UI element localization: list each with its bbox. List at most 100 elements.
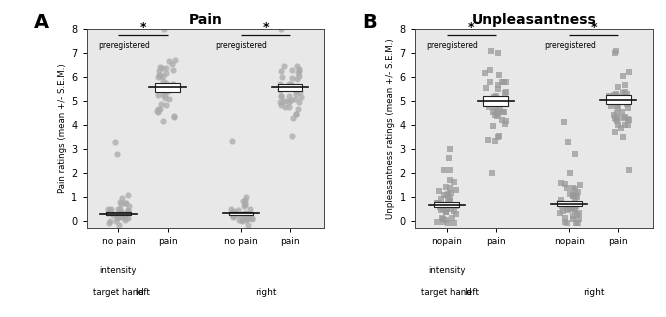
Point xyxy=(492,134,503,139)
Point xyxy=(294,90,305,95)
Point xyxy=(447,216,458,221)
Point xyxy=(244,212,254,217)
Text: *: * xyxy=(468,21,474,34)
Point xyxy=(563,207,573,212)
Point xyxy=(230,210,241,216)
Point xyxy=(482,138,493,143)
Point xyxy=(563,202,573,207)
Point xyxy=(567,217,578,222)
Point xyxy=(497,117,507,122)
Point xyxy=(611,91,621,96)
Point xyxy=(445,146,456,152)
Text: A: A xyxy=(34,13,49,32)
Point xyxy=(276,68,286,74)
Point xyxy=(438,168,449,173)
Point xyxy=(498,80,509,85)
Point xyxy=(494,100,505,105)
Point xyxy=(105,207,115,212)
Point xyxy=(116,211,127,216)
Point xyxy=(244,212,255,217)
Point xyxy=(445,168,456,173)
Point xyxy=(155,106,165,111)
Point xyxy=(438,192,449,197)
Point xyxy=(611,49,622,54)
Point xyxy=(153,93,163,98)
Point xyxy=(228,215,238,220)
Point xyxy=(611,118,622,123)
Point xyxy=(240,203,250,208)
Point xyxy=(442,191,453,196)
Point xyxy=(243,212,254,217)
Text: target hand: target hand xyxy=(93,288,144,297)
Point xyxy=(569,186,580,191)
Point xyxy=(568,192,579,197)
Bar xyxy=(106,212,131,216)
Point xyxy=(490,106,501,111)
Point xyxy=(158,118,168,123)
Point xyxy=(438,217,448,222)
Text: intensity: intensity xyxy=(428,266,466,275)
Bar xyxy=(278,84,302,91)
Point xyxy=(613,105,623,110)
Point xyxy=(438,219,448,224)
Point xyxy=(612,94,623,99)
Point xyxy=(168,114,179,119)
Point xyxy=(293,70,304,75)
Text: right: right xyxy=(255,288,276,297)
Point xyxy=(237,219,248,224)
Point xyxy=(561,186,572,191)
Point xyxy=(493,82,503,87)
Point xyxy=(449,209,460,214)
Point xyxy=(276,93,286,98)
Point xyxy=(444,156,454,161)
Point xyxy=(153,110,163,115)
Point xyxy=(495,106,505,111)
Point xyxy=(226,139,237,144)
Point xyxy=(617,90,628,95)
Point xyxy=(153,74,163,79)
Point xyxy=(275,87,286,92)
Point xyxy=(438,207,449,212)
Point xyxy=(490,113,500,118)
Point xyxy=(104,219,115,224)
Bar xyxy=(484,96,508,106)
Point xyxy=(243,216,254,221)
Text: preregistered: preregistered xyxy=(98,41,150,50)
Point xyxy=(609,112,619,117)
Point xyxy=(444,198,455,203)
Text: right: right xyxy=(583,288,605,297)
Point xyxy=(294,66,304,71)
Point xyxy=(501,89,511,94)
Point xyxy=(283,81,294,87)
Point xyxy=(500,90,510,95)
Point xyxy=(238,211,248,217)
Point xyxy=(275,81,286,86)
Point xyxy=(622,101,633,107)
Point xyxy=(439,203,450,208)
Bar xyxy=(557,201,581,206)
Point xyxy=(617,110,627,115)
Point xyxy=(155,102,166,107)
Point xyxy=(498,99,508,104)
Point xyxy=(114,199,125,204)
Point xyxy=(157,78,168,83)
Point xyxy=(165,87,176,92)
Point xyxy=(619,90,630,95)
Point xyxy=(497,80,507,85)
Point xyxy=(571,193,581,198)
Point xyxy=(287,68,298,73)
Point xyxy=(565,170,575,175)
Point xyxy=(482,98,492,103)
Point xyxy=(484,104,495,109)
Point xyxy=(153,72,164,77)
Y-axis label: Pain ratings (mean +/- S.E.M.): Pain ratings (mean +/- S.E.M.) xyxy=(58,64,67,193)
Point xyxy=(487,170,498,175)
Point xyxy=(276,93,287,98)
Point xyxy=(558,120,569,125)
Point xyxy=(557,209,568,214)
Point xyxy=(111,215,122,220)
Point xyxy=(111,218,121,223)
Point xyxy=(241,211,252,217)
Point xyxy=(569,198,580,203)
Point xyxy=(243,216,254,221)
